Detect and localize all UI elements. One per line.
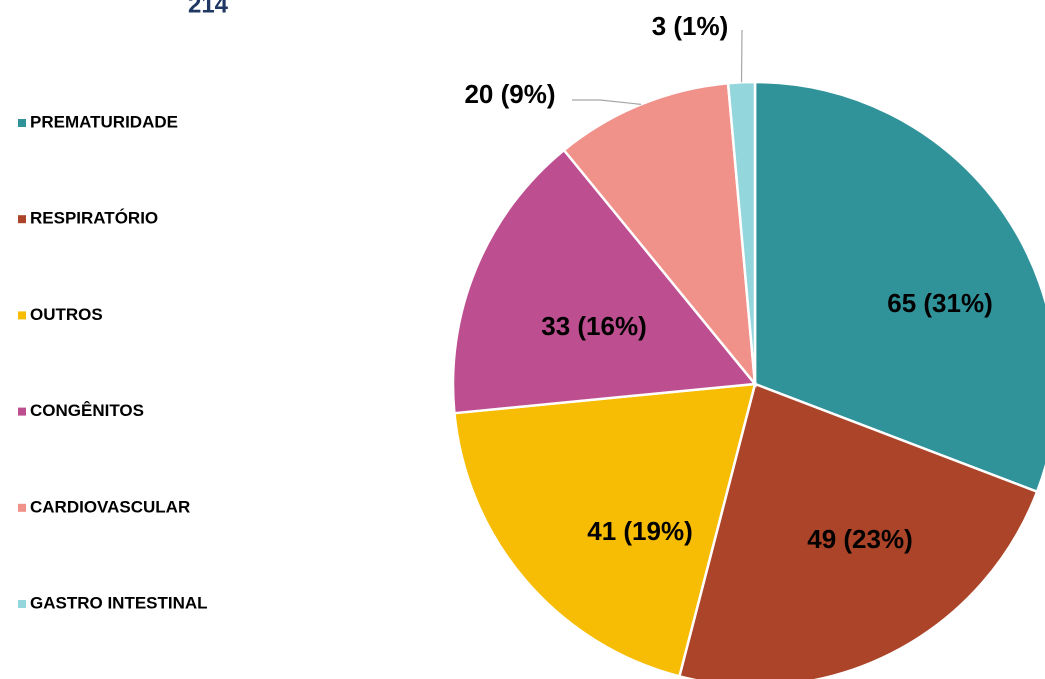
pie-slice <box>753 80 1045 494</box>
data-label: 20 (9%) <box>464 79 555 109</box>
data-label: 49 (23%) <box>807 524 913 554</box>
legend-swatch <box>18 407 26 416</box>
data-label: 41 (19%) <box>587 516 693 546</box>
data-label: 33 (16%) <box>541 311 647 341</box>
data-label: 3 (1%) <box>652 11 729 41</box>
legend-label: CARDIOVASCULAR <box>30 497 190 516</box>
legend-label: OUTROS <box>30 305 103 324</box>
legend-swatch <box>18 215 26 224</box>
legend-label: GASTRO INTESTINAL <box>30 593 208 612</box>
legend-swatch <box>18 503 26 512</box>
pie-slice <box>726 80 757 385</box>
pie-slice <box>677 382 1039 679</box>
legend-swatch <box>18 600 26 608</box>
legend-swatch <box>18 311 26 320</box>
legend-swatch <box>18 119 26 127</box>
leader-line <box>572 99 642 105</box>
legend-label: CONGÊNITOS <box>30 401 144 420</box>
pie-slice <box>453 382 757 678</box>
chart-title: 214 <box>188 0 229 18</box>
legend-label: RESPIRATÓRIO <box>30 209 158 228</box>
pie-slice <box>562 81 757 388</box>
data-label: 65 (31%) <box>887 288 993 318</box>
legend-label: PREMATURIDADE <box>30 112 178 131</box>
pie-slice <box>451 148 758 415</box>
